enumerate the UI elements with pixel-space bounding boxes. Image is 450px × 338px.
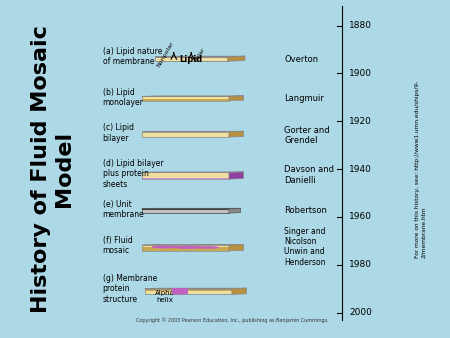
Text: Singer and
Nicolson
Unwin and
Henderson: Singer and Nicolson Unwin and Henderson <box>284 227 326 267</box>
Text: History of Fluid Mosaic
Model: History of Fluid Mosaic Model <box>31 25 75 313</box>
Bar <box>142 97 229 98</box>
Polygon shape <box>229 131 243 137</box>
Bar <box>142 175 229 176</box>
Polygon shape <box>142 208 241 209</box>
Text: (a) Lipid nature
of membrane: (a) Lipid nature of membrane <box>103 47 162 66</box>
Bar <box>142 209 229 213</box>
Bar <box>142 134 229 135</box>
Bar <box>142 96 229 101</box>
Bar <box>145 289 232 294</box>
Circle shape <box>174 246 203 248</box>
Bar <box>142 246 229 247</box>
Bar <box>142 135 229 136</box>
Text: 1900: 1900 <box>349 69 373 78</box>
Bar <box>142 132 229 133</box>
Text: (d) Lipid bilayer
plus protein
sheets: (d) Lipid bilayer plus protein sheets <box>103 159 163 189</box>
Polygon shape <box>229 96 243 101</box>
Bar <box>142 176 229 177</box>
Circle shape <box>152 246 178 248</box>
Text: 2000: 2000 <box>349 308 372 317</box>
Text: Copyright © 2003 Pearson Education, Inc., publishing as Benjamin Cummings.: Copyright © 2003 Pearson Education, Inc.… <box>135 317 328 322</box>
Bar <box>142 136 229 137</box>
Bar <box>142 172 229 173</box>
Text: Langmuir: Langmuir <box>284 94 324 102</box>
Bar <box>142 100 229 101</box>
Bar <box>145 293 232 294</box>
Text: (g) Membrane
protein
structure: (g) Membrane protein structure <box>103 274 157 304</box>
Circle shape <box>198 247 219 248</box>
Bar <box>142 248 229 249</box>
Polygon shape <box>229 245 243 251</box>
Bar <box>142 173 229 174</box>
Bar <box>142 178 229 179</box>
Text: 1960: 1960 <box>349 212 373 221</box>
Bar <box>142 133 229 134</box>
Text: Gorter and
Grendel: Gorter and Grendel <box>284 126 330 145</box>
Text: Polar: Polar <box>194 46 206 62</box>
Polygon shape <box>229 172 243 179</box>
Bar <box>142 99 229 100</box>
Bar <box>142 247 229 248</box>
Bar <box>145 290 232 291</box>
Text: Davson and
Danielli: Davson and Danielli <box>284 165 334 185</box>
Bar <box>142 250 229 251</box>
Bar <box>142 249 229 250</box>
Bar <box>145 291 232 292</box>
Bar <box>145 289 232 290</box>
Bar <box>142 96 229 97</box>
Text: 1880: 1880 <box>349 21 373 30</box>
Polygon shape <box>142 131 243 132</box>
Text: Robertson: Robertson <box>284 206 327 215</box>
Bar <box>142 174 229 175</box>
Polygon shape <box>228 56 245 61</box>
Text: 1980: 1980 <box>349 260 373 269</box>
Polygon shape <box>229 208 241 213</box>
Bar <box>142 172 229 179</box>
Text: (f) Fluid
mosaic: (f) Fluid mosaic <box>103 236 132 255</box>
Polygon shape <box>155 56 245 57</box>
Polygon shape <box>145 288 247 289</box>
Text: (c) Lipid
bilayer: (c) Lipid bilayer <box>103 123 134 143</box>
Text: Overton: Overton <box>284 54 318 64</box>
Text: Nonpolar: Nonpolar <box>156 40 175 68</box>
Text: 1920: 1920 <box>349 117 372 126</box>
Text: For more on this history, see: http://www1.umn.edu/ships/9-
2/membrane.htm: For more on this history, see: http://ww… <box>415 80 426 258</box>
Bar <box>155 57 228 61</box>
Bar <box>142 245 229 246</box>
Text: (b) Lipid
monolayer: (b) Lipid monolayer <box>103 88 144 107</box>
Bar <box>145 292 232 293</box>
Text: 1940: 1940 <box>349 165 372 173</box>
Text: Alpha
helix: Alpha helix <box>155 290 175 304</box>
Text: Lipid: Lipid <box>180 55 203 64</box>
Text: (e) Unit
membrane: (e) Unit membrane <box>103 200 144 219</box>
Bar <box>142 132 229 137</box>
Bar <box>142 177 229 178</box>
Bar <box>142 245 229 251</box>
Polygon shape <box>232 288 247 294</box>
